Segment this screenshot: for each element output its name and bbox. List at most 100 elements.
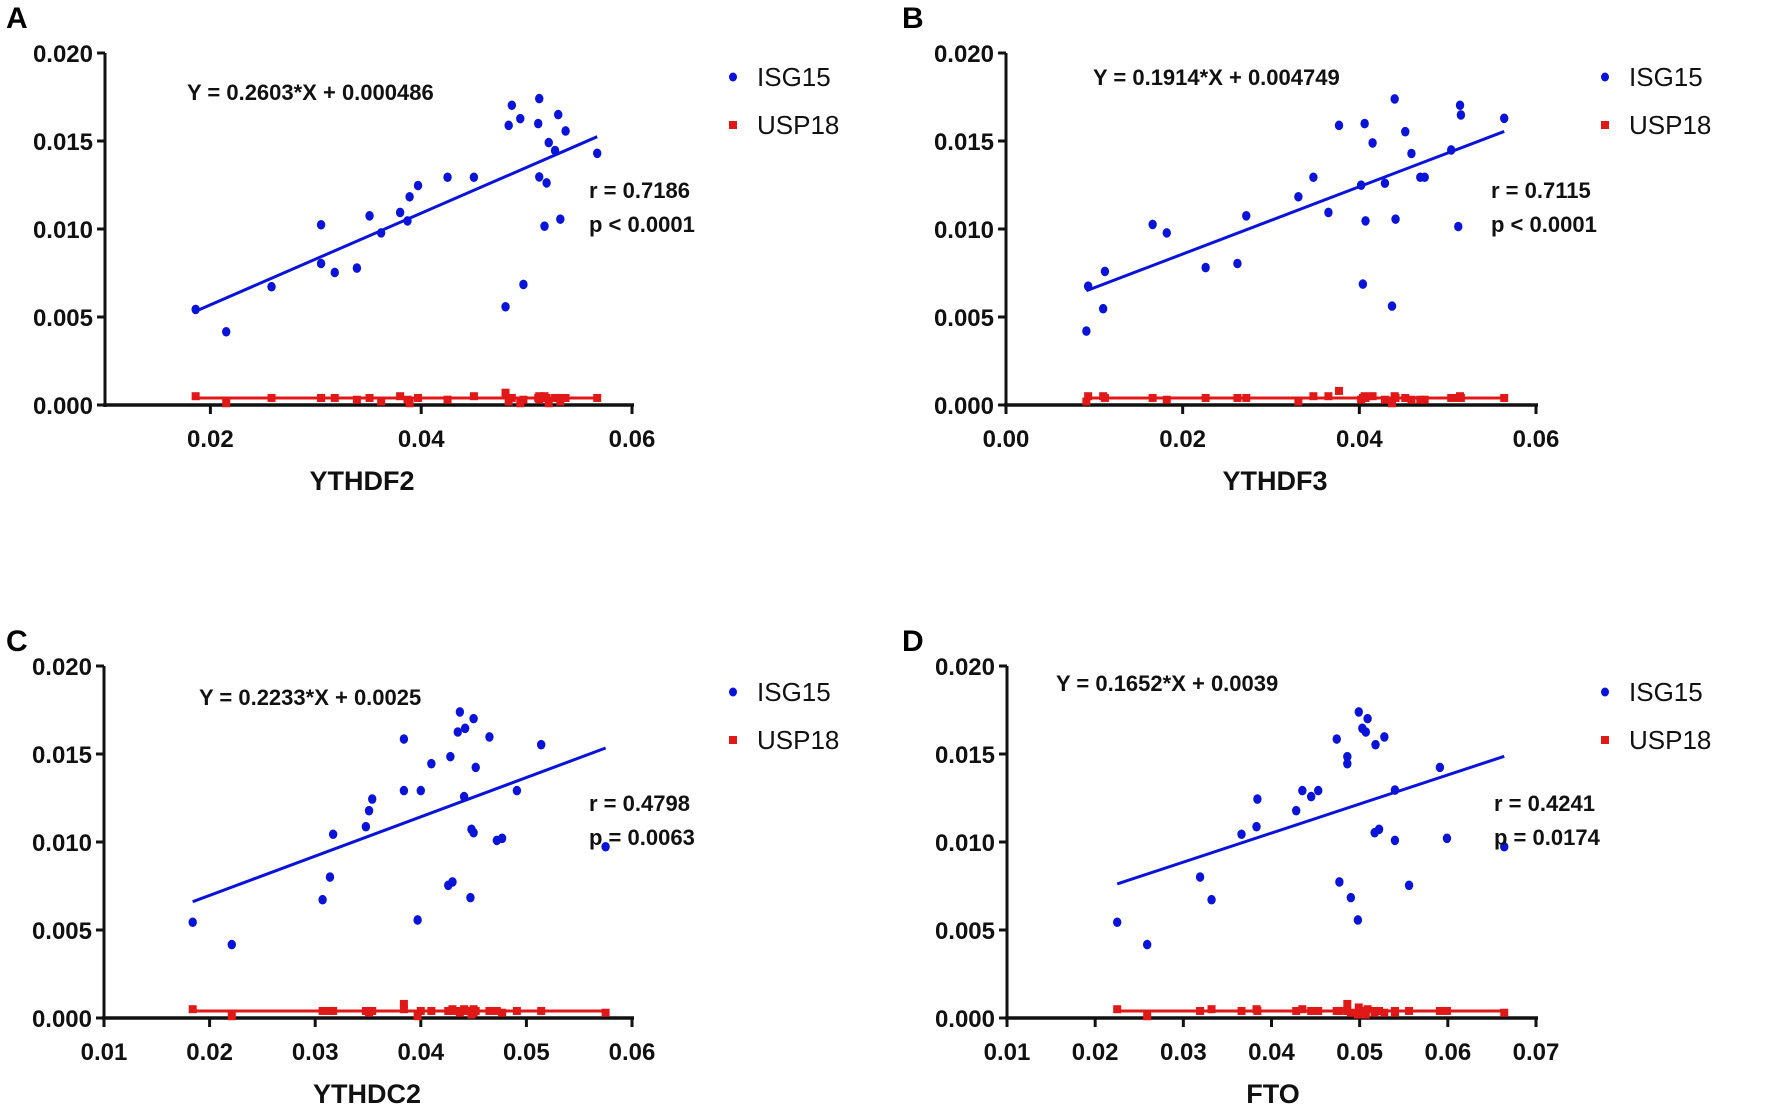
usp18-point — [405, 399, 414, 408]
isg15-point — [267, 281, 276, 292]
isg15-point — [1148, 219, 1157, 230]
isg15-point — [593, 148, 602, 159]
usp18-point — [1500, 1008, 1509, 1017]
isg15-point — [1207, 894, 1216, 905]
usp18-point — [365, 393, 374, 402]
legend-usp18-marker — [1601, 121, 1609, 129]
x-axis-label: YTHDF2 — [309, 466, 414, 496]
usp18-point — [1380, 1008, 1389, 1017]
x-tick-label: 0.01 — [984, 1039, 1031, 1066]
legend-usp18-label: USP18 — [1629, 725, 1711, 755]
isg15-point — [507, 100, 517, 111]
isg15-point — [325, 872, 335, 882]
isg15-point — [466, 892, 475, 903]
isg15-point — [601, 841, 610, 852]
usp18-point — [1148, 393, 1157, 402]
isg15-point — [561, 126, 570, 136]
isg15-point — [536, 739, 546, 750]
usp18-point — [498, 1008, 507, 1017]
isg15-point — [399, 734, 409, 744]
isg15-point — [1252, 821, 1261, 832]
usp18-point — [1363, 1005, 1372, 1014]
isg15-point — [1407, 148, 1416, 159]
legend-usp18-label: USP18 — [1629, 110, 1711, 140]
isg15-point — [376, 228, 386, 238]
isg15-point — [459, 791, 469, 802]
usp18-point — [1242, 393, 1251, 402]
usp18-point — [1375, 1006, 1384, 1015]
isg15-point — [469, 713, 478, 724]
isg15-point — [1391, 214, 1400, 224]
usp18-point — [222, 399, 231, 408]
isg15-point — [330, 267, 339, 278]
isg15-point — [1356, 180, 1366, 190]
isg15-point — [1361, 727, 1371, 737]
usp18-point — [1292, 1006, 1301, 1015]
usp18-point — [469, 392, 478, 401]
isg15-point — [1442, 833, 1452, 844]
usp18-point — [267, 393, 276, 402]
x-tick-label: 0.03 — [1160, 1039, 1207, 1066]
isg15-regression-line — [195, 135, 598, 313]
usp18-point — [318, 1006, 327, 1015]
y-tick-label: 0.010 — [934, 217, 994, 244]
usp18-point — [1294, 397, 1303, 406]
y-tick-label: 0.000 — [934, 393, 994, 420]
isg15-point — [448, 877, 457, 887]
isg15-point — [471, 762, 480, 773]
usp18-point — [1407, 395, 1416, 404]
isg15-point — [1401, 126, 1410, 137]
isg15-point — [1294, 191, 1303, 202]
usp18-point — [537, 1006, 546, 1015]
isg15-point — [1368, 138, 1377, 148]
usp18-point — [1500, 393, 1509, 402]
x-tick-label: 0.05 — [1336, 1039, 1383, 1066]
panel-letter: D — [902, 625, 924, 658]
legend-isg15-label: ISG15 — [757, 62, 831, 92]
p-value: p < 0.0001 — [1491, 212, 1597, 237]
y-tick-label: 0.000 — [935, 1006, 995, 1033]
isg15-point — [519, 279, 528, 290]
isg15-point — [469, 827, 478, 838]
usp18-point — [507, 393, 516, 402]
regression-equation: Y = 0.1652*X + 0.0039 — [1056, 671, 1278, 696]
isg15-regression-line — [192, 746, 607, 904]
usp18-point — [448, 1005, 457, 1014]
usp18-point — [191, 392, 200, 401]
x-tick-label: 0.02 — [186, 1039, 233, 1066]
x-tick-label: 0.07 — [1513, 1039, 1560, 1066]
usp18-point — [561, 393, 570, 402]
x-tick-label: 0.05 — [503, 1039, 550, 1066]
usp18-point — [1162, 395, 1171, 404]
y-tick-label: 0.020 — [934, 41, 994, 68]
usp18-point — [414, 393, 423, 402]
usp18-point — [399, 999, 408, 1008]
y-tick-label: 0.015 — [32, 742, 92, 769]
isg15-point — [405, 191, 414, 202]
y-tick-label: 0.005 — [935, 918, 995, 945]
usp18-point — [542, 393, 551, 402]
isg15-point — [544, 137, 553, 148]
usp18-point — [1343, 999, 1352, 1008]
y-tick-label: 0.000 — [33, 393, 93, 420]
regression-equation: Y = 0.2603*X + 0.000486 — [187, 80, 434, 105]
isg15-point — [1314, 785, 1323, 796]
isg15-point — [1387, 301, 1397, 311]
y-tick-label: 0.015 — [33, 129, 93, 156]
isg15-point — [361, 821, 371, 832]
isg15-point — [455, 707, 465, 717]
usp18-point — [317, 393, 326, 402]
isg15-point — [222, 326, 231, 337]
p-value: p = 0.0063 — [589, 825, 695, 850]
isg15-point — [1371, 739, 1380, 750]
legend: ISG15 USP18 — [1601, 677, 1711, 755]
isg15-point — [1324, 207, 1333, 218]
x-tick-label: 0.04 — [398, 426, 445, 453]
usp18-point — [227, 1012, 236, 1021]
usp18-point — [1380, 395, 1389, 404]
usp18-point — [1361, 1010, 1370, 1019]
panel-letter: B — [902, 2, 924, 35]
isg15-point — [1380, 178, 1390, 189]
isg15-point — [504, 120, 513, 131]
isg15-point — [1083, 281, 1093, 292]
